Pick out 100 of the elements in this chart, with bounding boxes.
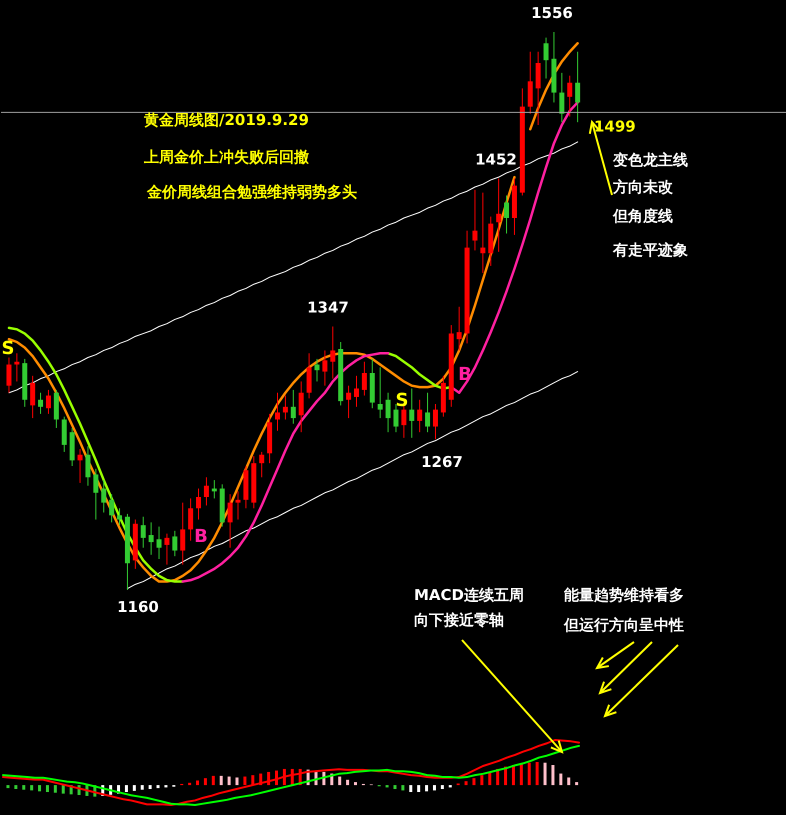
candlestick	[275, 392, 280, 432]
candlestick	[78, 448, 83, 484]
bar	[243, 776, 246, 786]
text: 黄金周线图/2019.9.29	[143, 111, 309, 129]
candlestick	[196, 488, 202, 520]
bar	[512, 765, 515, 786]
candlestick	[228, 494, 233, 548]
annotation: 上周金价上冲失败后回撤	[143, 148, 309, 166]
candlestick	[314, 358, 320, 382]
bar	[6, 785, 10, 788]
text: 1160	[117, 598, 159, 616]
bar	[346, 780, 350, 786]
candlestick	[417, 399, 422, 433]
ref-line-label: 1499	[594, 117, 636, 136]
candlestick	[480, 192, 486, 274]
candlestick	[117, 508, 122, 526]
candlestick	[172, 530, 178, 557]
bar	[520, 764, 523, 786]
bar	[46, 785, 49, 792]
text: 向下接近零轴	[414, 611, 504, 629]
candlestick	[298, 380, 304, 433]
annotation: 1347	[307, 298, 349, 316]
bar	[393, 785, 396, 790]
candlestick	[346, 385, 352, 419]
candlestick	[109, 494, 114, 523]
candlestick	[164, 533, 170, 566]
candlestick	[156, 526, 162, 560]
candlestick	[212, 480, 217, 499]
bar	[14, 785, 18, 790]
bar	[212, 776, 215, 786]
bar	[132, 785, 136, 791]
candlestick	[567, 75, 572, 118]
candlestick	[93, 468, 98, 520]
bar	[140, 785, 144, 790]
candlestick	[282, 395, 288, 420]
annotation: 金价周线组合勉强维持弱势多头	[146, 183, 357, 201]
candlestick	[456, 306, 462, 351]
candlestick	[14, 352, 20, 382]
text: 方向未改	[612, 178, 673, 196]
bar	[204, 778, 207, 786]
candlestick	[180, 502, 186, 566]
bar	[236, 777, 239, 786]
candlestick	[504, 194, 510, 234]
candlestick	[38, 392, 44, 414]
bar	[544, 762, 547, 786]
candlestick	[425, 392, 430, 433]
annotation: S	[396, 390, 408, 411]
bar	[440, 785, 444, 790]
bar	[156, 785, 160, 788]
candlestick	[330, 326, 336, 380]
bar	[472, 778, 476, 786]
bar	[54, 785, 57, 793]
bar	[124, 785, 128, 792]
bar	[251, 775, 254, 786]
text: 有走平迹象	[612, 241, 688, 259]
bar	[228, 776, 231, 786]
candlestick	[290, 389, 296, 424]
text: 但角度线	[612, 207, 673, 225]
candlestick	[432, 404, 438, 440]
candlestick	[362, 361, 367, 396]
candlestick	[140, 516, 146, 548]
annotation: 1556	[531, 4, 573, 22]
annotation: B	[194, 526, 208, 547]
candlestick	[188, 498, 194, 542]
candlestick	[46, 389, 51, 414]
candlestick	[354, 375, 359, 408]
bar	[22, 785, 26, 790]
bar	[480, 775, 484, 786]
candlestick	[101, 480, 106, 513]
text: 但运行方向呈中性	[563, 616, 684, 634]
bar	[432, 785, 436, 790]
bar	[148, 785, 152, 790]
bar	[528, 762, 531, 786]
bar	[338, 776, 342, 786]
bar	[196, 780, 200, 786]
annotation: 1452	[475, 150, 517, 169]
candlestick	[6, 357, 12, 394]
bar	[409, 785, 412, 792]
candlestick	[259, 451, 264, 478]
bar	[401, 785, 404, 790]
candlestick	[378, 366, 383, 419]
bar	[220, 776, 223, 786]
bar	[567, 777, 570, 786]
candlestick	[472, 189, 478, 251]
candlestick	[409, 388, 414, 438]
candlestick	[386, 392, 391, 433]
candlestick	[322, 350, 328, 386]
bar	[488, 772, 492, 786]
candlestick	[559, 72, 564, 123]
candlestick	[30, 375, 36, 419]
bar	[551, 765, 554, 786]
candlestick	[393, 404, 398, 433]
annotation: MACD连续五周	[414, 586, 524, 604]
candlestick	[148, 522, 154, 556]
text: 变色龙主线	[612, 151, 688, 169]
candlestick	[575, 51, 580, 123]
bar	[536, 762, 539, 786]
bar	[417, 785, 420, 792]
bar	[425, 785, 428, 792]
bar	[559, 774, 562, 786]
